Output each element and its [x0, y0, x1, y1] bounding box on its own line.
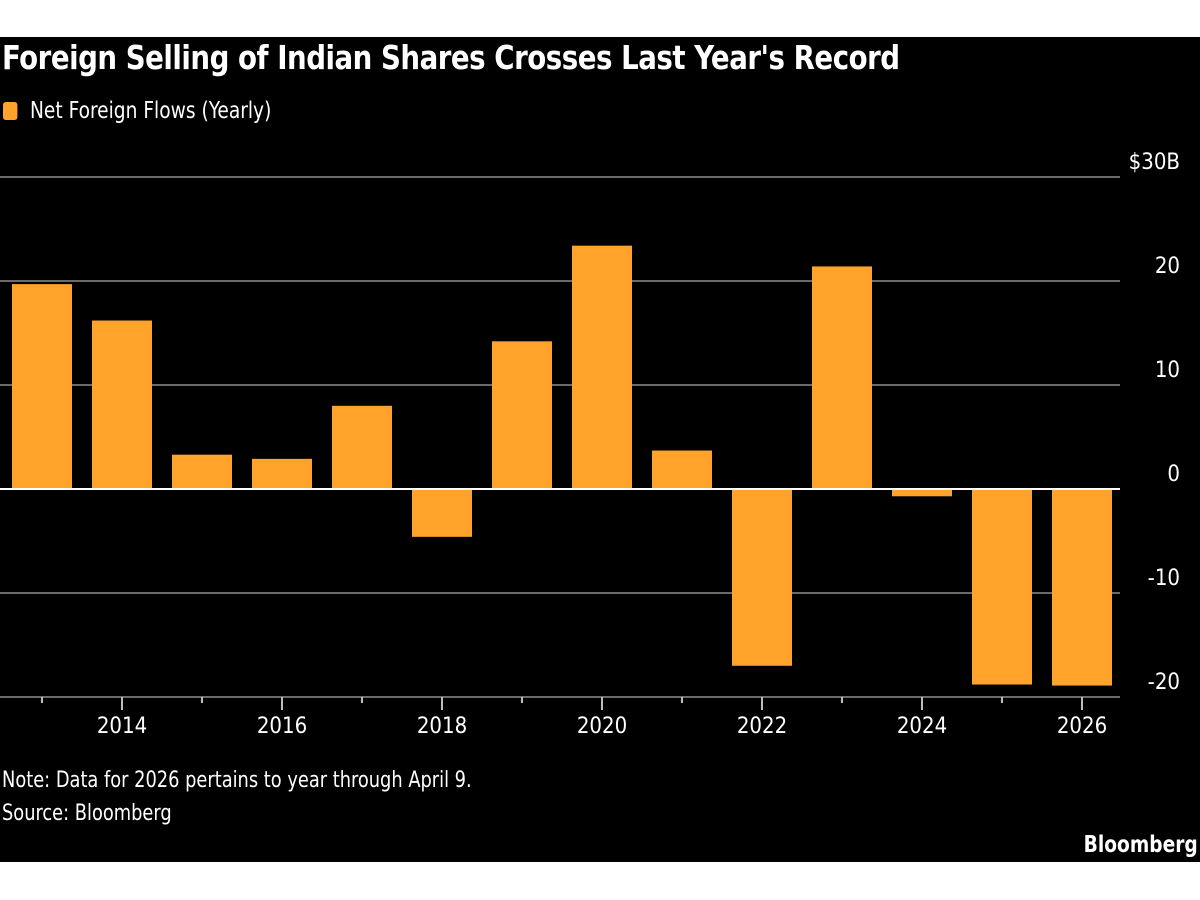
x-tick-label: 2026 [1057, 714, 1107, 739]
bar-chart: $30B 20 10 0 -10 -20 2014 2016 2018 2020 2022 2024 2… [0, 150, 1180, 739]
y-tick-label: -10 [1148, 566, 1180, 591]
bar-2014 [92, 320, 152, 489]
bloomberg-logo: Bloomberg [1083, 832, 1198, 858]
chart-note: Note: Data for 2026 pertains to year thr… [2, 768, 472, 793]
bar-2020 [572, 245, 632, 489]
bar-2015 [172, 454, 232, 489]
bar-2019 [492, 341, 552, 489]
chart-title: Foreign Selling of Indian Shares Crosses… [2, 38, 900, 77]
bar-2013 [12, 284, 72, 489]
y-tick-label: 10 [1155, 358, 1180, 383]
y-tick-label: -20 [1148, 670, 1180, 695]
y-tick-label: 20 [1155, 254, 1180, 279]
x-tick-label: 2016 [257, 714, 307, 739]
legend: Net Foreign Flows (Yearly) [3, 98, 271, 124]
x-tick-label: 2018 [417, 714, 467, 739]
bar-2023 [812, 266, 872, 489]
bar-2022 [732, 489, 792, 666]
bar-2026 [1052, 489, 1112, 686]
legend-swatch [3, 102, 18, 120]
x-tick-label: 2020 [577, 714, 627, 739]
y-tick-label: 0 [1167, 462, 1180, 487]
x-tick-label: 2014 [97, 714, 147, 739]
bar-2018 [412, 489, 472, 537]
y-tick-label: $30B [1129, 150, 1180, 175]
x-tick-label: 2022 [737, 714, 787, 739]
bar-2024 [892, 489, 952, 497]
bar-2025 [972, 489, 1032, 685]
bar-2021 [652, 450, 712, 489]
chart-source: Source: Bloomberg [2, 801, 172, 826]
bar-2016 [252, 458, 312, 489]
x-tick-label: 2024 [897, 714, 947, 739]
legend-label: Net Foreign Flows (Yearly) [30, 98, 272, 124]
bar-2017 [332, 405, 392, 489]
